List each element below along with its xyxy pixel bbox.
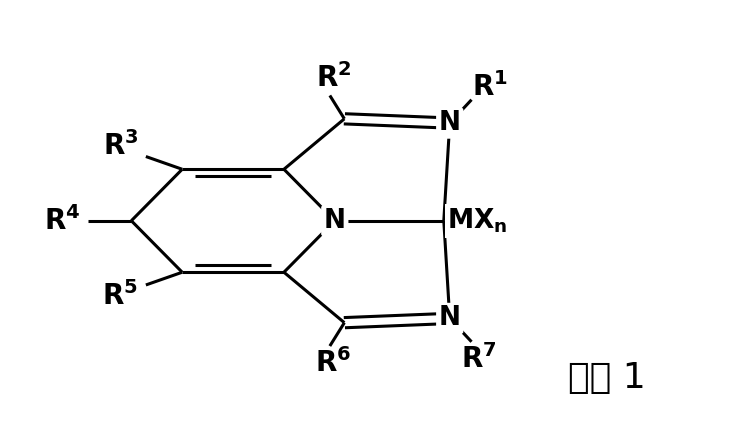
Text: N: N bbox=[439, 305, 461, 331]
Text: $\mathbf{R^{2}}$: $\mathbf{R^{2}}$ bbox=[316, 64, 351, 94]
Text: $\mathbf{R^{6}}$: $\mathbf{R^{6}}$ bbox=[315, 348, 351, 378]
Text: 通式 1: 通式 1 bbox=[568, 361, 646, 395]
Text: $\mathbf{R^{5}}$: $\mathbf{R^{5}}$ bbox=[102, 281, 138, 310]
Text: MX$_\mathbf{n}$: MX$_\mathbf{n}$ bbox=[448, 207, 508, 235]
Text: $\mathbf{R^{1}}$: $\mathbf{R^{1}}$ bbox=[472, 72, 508, 102]
Text: N: N bbox=[439, 110, 461, 136]
Text: $\mathbf{R^{3}}$: $\mathbf{R^{3}}$ bbox=[103, 131, 138, 161]
Text: $\mathbf{R^{4}}$: $\mathbf{R^{4}}$ bbox=[44, 206, 81, 236]
Text: N: N bbox=[324, 208, 345, 234]
Text: $\mathbf{R^{7}}$: $\mathbf{R^{7}}$ bbox=[461, 344, 497, 374]
